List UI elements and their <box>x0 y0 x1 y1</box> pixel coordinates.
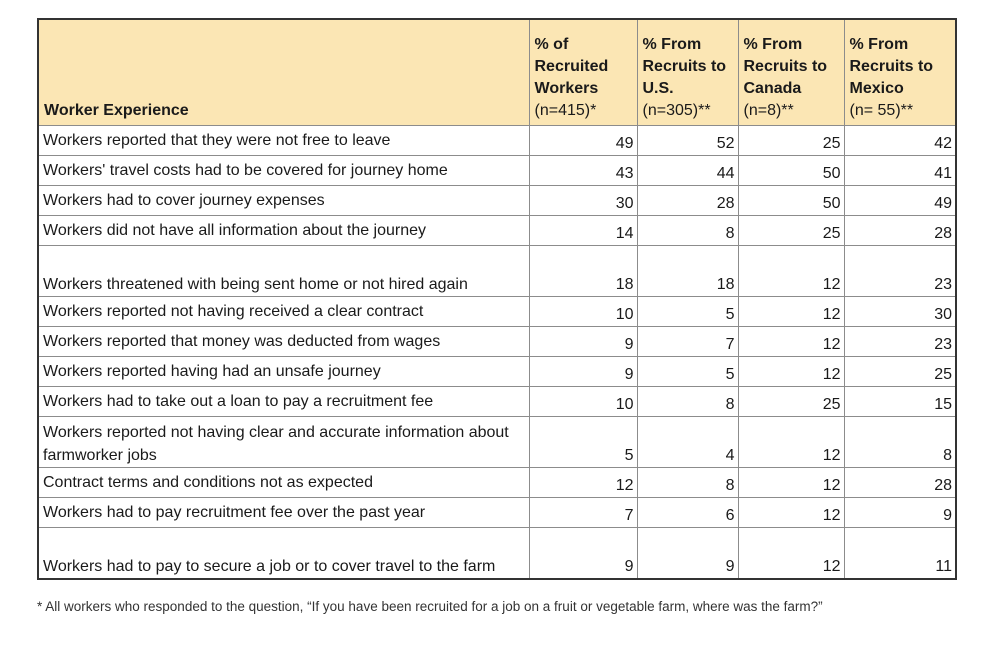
row-label: Workers reported not having clear and ac… <box>37 416 530 468</box>
cell-recruits-mexico: 28 <box>843 215 957 246</box>
cell-recruited-workers: 7 <box>528 497 638 528</box>
cell-recruits-us: 18 <box>636 245 739 297</box>
cell-recruited-workers: 18 <box>528 245 638 297</box>
table-row: Workers had to take out a loan to pay a … <box>37 386 957 417</box>
table-row: Workers did not have all information abo… <box>37 215 957 246</box>
cell-recruits-canada: 12 <box>737 356 845 387</box>
cell-recruited-workers: 43 <box>528 155 638 186</box>
row-label: Workers' travel costs had to be covered … <box>37 155 530 186</box>
table-row: Workers threatened with being sent home … <box>37 245 957 297</box>
cell-recruits-canada: 25 <box>737 215 845 246</box>
row-label: Workers did not have all information abo… <box>37 215 530 246</box>
cell-recruits-canada: 12 <box>737 416 845 468</box>
cell-recruited-workers: 9 <box>528 356 638 387</box>
cell-recruits-us: 7 <box>636 326 739 357</box>
cell-recruits-us: 4 <box>636 416 739 468</box>
row-label: Workers reported that money was deducted… <box>37 326 530 357</box>
worker-experience-table: Worker Experience % of Recruited Workers… <box>37 18 957 580</box>
cell-recruited-workers: 10 <box>528 386 638 417</box>
row-label: Workers had to take out a loan to pay a … <box>37 386 530 417</box>
cell-recruited-workers: 5 <box>528 416 638 468</box>
row-label: Workers had to cover journey expenses <box>37 185 530 216</box>
row-label: Workers reported that they were not free… <box>37 125 530 156</box>
row-label: Workers had to pay to secure a job or to… <box>37 527 530 580</box>
header-pct-recruits-us: % From Recruits to U.S. (n=305)** <box>636 18 739 126</box>
cell-recruited-workers: 49 <box>528 125 638 156</box>
cell-recruited-workers: 30 <box>528 185 638 216</box>
cell-recruits-canada: 25 <box>737 125 845 156</box>
cell-recruits-mexico: 23 <box>843 326 957 357</box>
header-sample-size: (n=415)* <box>534 102 597 119</box>
cell-recruits-canada: 50 <box>737 185 845 216</box>
header-pct-recruited-workers: % of Recruited Workers (n=415)* <box>528 18 638 126</box>
cell-recruits-us: 8 <box>636 467 739 498</box>
cell-recruits-mexico: 11 <box>843 527 957 580</box>
cell-recruits-mexico: 9 <box>843 497 957 528</box>
table-row: Contract terms and conditions not as exp… <box>37 467 957 498</box>
header-pct-recruits-mexico: % From Recruits to Mexico (n= 55)** <box>843 18 957 126</box>
cell-recruits-mexico: 28 <box>843 467 957 498</box>
cell-recruited-workers: 9 <box>528 326 638 357</box>
cell-recruits-us: 52 <box>636 125 739 156</box>
cell-recruits-mexico: 15 <box>843 386 957 417</box>
cell-recruits-canada: 12 <box>737 527 845 580</box>
table-row: Workers reported not having clear and ac… <box>37 416 957 468</box>
cell-recruits-us: 5 <box>636 296 739 327</box>
cell-recruits-canada: 25 <box>737 386 845 417</box>
cell-recruits-mexico: 30 <box>843 296 957 327</box>
cell-recruits-us: 8 <box>636 215 739 246</box>
cell-recruits-canada: 12 <box>737 245 845 297</box>
header-worker-experience: Worker Experience <box>37 18 530 126</box>
cell-recruits-us: 8 <box>636 386 739 417</box>
cell-recruits-canada: 12 <box>737 497 845 528</box>
cell-recruits-mexico: 23 <box>843 245 957 297</box>
cell-recruits-us: 28 <box>636 185 739 216</box>
table-row: Workers reported having had an unsafe jo… <box>37 356 957 387</box>
table-row: Workers reported that money was deducted… <box>37 326 957 357</box>
cell-recruits-us: 44 <box>636 155 739 186</box>
worker-experience-table-container: Worker Experience % of Recruited Workers… <box>37 18 957 580</box>
row-label: Workers reported having had an unsafe jo… <box>37 356 530 387</box>
table-row: Workers had to cover journey expenses 30… <box>37 185 957 216</box>
cell-recruits-us: 6 <box>636 497 739 528</box>
table-row: Workers had to pay recruitment fee over … <box>37 497 957 528</box>
row-label: Workers had to pay recruitment fee over … <box>37 497 530 528</box>
cell-recruits-mexico: 49 <box>843 185 957 216</box>
cell-recruits-mexico: 42 <box>843 125 957 156</box>
table-header-row: Worker Experience % of Recruited Workers… <box>37 18 957 126</box>
row-label: Workers threatened with being sent home … <box>37 245 530 297</box>
header-sample-size: (n=8)** <box>743 102 794 119</box>
header-pct-recruits-canada: % From Recruits to Canada (n=8)** <box>737 18 845 126</box>
row-label: Contract terms and conditions not as exp… <box>37 467 530 498</box>
cell-recruits-canada: 50 <box>737 155 845 186</box>
header-sample-size: (n=305)** <box>642 102 711 119</box>
table-footnote: * All workers who responded to the quest… <box>37 599 823 614</box>
table-row: Workers reported not having received a c… <box>37 296 957 327</box>
row-label: Workers reported not having received a c… <box>37 296 530 327</box>
cell-recruited-workers: 9 <box>528 527 638 580</box>
header-sample-size: (n= 55)** <box>849 102 914 119</box>
table-row: Workers had to pay to secure a job or to… <box>37 527 957 580</box>
cell-recruits-canada: 12 <box>737 467 845 498</box>
cell-recruits-us: 9 <box>636 527 739 580</box>
cell-recruits-canada: 12 <box>737 296 845 327</box>
cell-recruited-workers: 14 <box>528 215 638 246</box>
cell-recruited-workers: 10 <box>528 296 638 327</box>
cell-recruits-mexico: 41 <box>843 155 957 186</box>
cell-recruits-mexico: 8 <box>843 416 957 468</box>
table-row: Workers reported that they were not free… <box>37 125 957 156</box>
cell-recruited-workers: 12 <box>528 467 638 498</box>
cell-recruits-mexico: 25 <box>843 356 957 387</box>
table-row: Workers' travel costs had to be covered … <box>37 155 957 186</box>
cell-recruits-canada: 12 <box>737 326 845 357</box>
cell-recruits-us: 5 <box>636 356 739 387</box>
